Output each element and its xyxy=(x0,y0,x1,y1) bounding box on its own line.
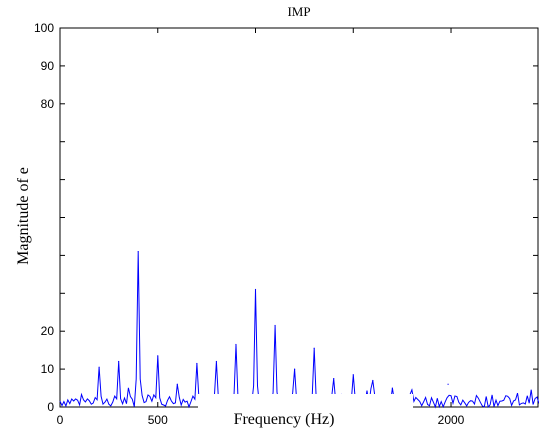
peak-point xyxy=(372,379,374,382)
peak-point xyxy=(118,360,120,363)
peak-point xyxy=(313,347,315,349)
peak-point xyxy=(98,366,100,368)
peak-point xyxy=(274,324,276,327)
series-layer xyxy=(59,251,539,409)
peak-point xyxy=(254,288,257,291)
x-label-background xyxy=(198,398,413,432)
chart-title: IMP xyxy=(287,4,310,19)
peak-point xyxy=(391,387,393,389)
peak-point xyxy=(352,374,354,376)
y-tick-label: 100 xyxy=(34,21,54,35)
peak-point xyxy=(294,368,296,370)
x-tick-label: 2000 xyxy=(438,413,465,427)
y-tick-label: 20 xyxy=(41,324,55,338)
peak-point xyxy=(411,389,413,391)
y-tick-label: 90 xyxy=(41,59,55,73)
peak-point xyxy=(215,360,218,363)
peak-point xyxy=(447,383,449,385)
peak-point xyxy=(196,362,198,365)
x-tick-label: 0 xyxy=(57,413,64,427)
peak-point xyxy=(137,251,139,253)
y-tick-label: 80 xyxy=(41,97,55,111)
axes xyxy=(59,27,539,408)
peak-point xyxy=(235,343,237,346)
x-tick-label: 500 xyxy=(148,413,168,427)
peak-point xyxy=(157,355,159,357)
label-backgrounds xyxy=(198,394,413,432)
x-axis-label: Frequency (Hz) xyxy=(234,411,335,428)
y-tick-label: 10 xyxy=(41,362,55,376)
y-axis-label: Magnitude of e xyxy=(15,167,32,265)
peak-point xyxy=(176,383,178,385)
y-tick-label: 0 xyxy=(47,400,54,414)
peak-point xyxy=(333,377,335,380)
text-layer: IMP Frequency (Hz) Magnitude of e 0 10 20 8… xyxy=(15,4,465,428)
plot-frame xyxy=(59,27,539,408)
spectrum-line xyxy=(59,251,539,409)
x-label-background-top xyxy=(198,394,413,400)
